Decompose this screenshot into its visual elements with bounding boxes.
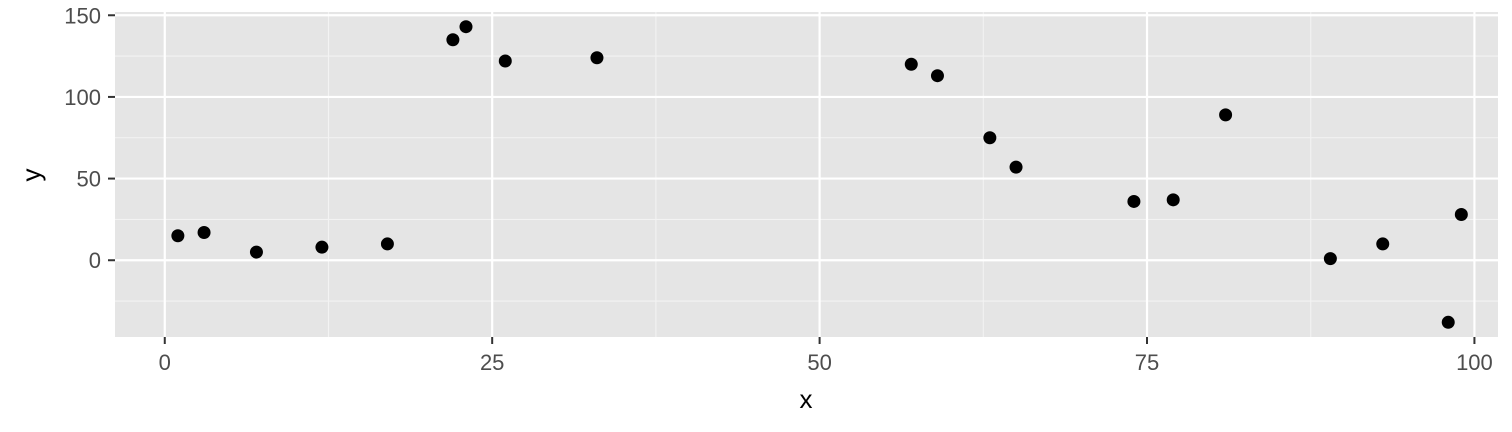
major-gridlines [115, 12, 1498, 337]
data-point [904, 57, 918, 71]
data-point [590, 51, 604, 65]
data-point [498, 54, 512, 68]
data-point [197, 225, 211, 239]
data-point [171, 229, 185, 243]
y-tick-label: 50 [77, 167, 101, 192]
data-point [1219, 108, 1233, 122]
x-tick-label: 0 [159, 350, 171, 375]
data-point [1166, 193, 1180, 207]
minor-gridlines [115, 12, 1498, 337]
data-point [1323, 252, 1337, 266]
y-tick-label: 150 [64, 3, 101, 28]
data-point [983, 131, 997, 145]
y-tick-label: 100 [64, 85, 101, 110]
plot-panel [115, 12, 1498, 337]
y-axis-title: y [16, 169, 46, 182]
data-point [459, 20, 473, 34]
x-axis: 0 25 50 75 100 [159, 337, 1493, 375]
x-tick-label: 50 [807, 350, 831, 375]
data-point [315, 240, 329, 254]
y-axis: 0 50 100 150 [64, 3, 115, 273]
y-tick-label: 0 [89, 248, 101, 273]
data-point [1376, 237, 1390, 251]
data-points [171, 20, 1468, 329]
x-tick-label: 25 [480, 350, 504, 375]
x-tick-label: 100 [1456, 350, 1493, 375]
data-point [1441, 315, 1455, 329]
x-tick-label: 75 [1135, 350, 1159, 375]
data-point [446, 33, 460, 47]
data-point [249, 245, 263, 259]
data-point [930, 69, 944, 83]
x-axis-title: x [800, 384, 813, 414]
data-point [1127, 194, 1141, 208]
data-point [380, 237, 394, 251]
data-point [1009, 160, 1023, 174]
data-point [1454, 208, 1468, 222]
